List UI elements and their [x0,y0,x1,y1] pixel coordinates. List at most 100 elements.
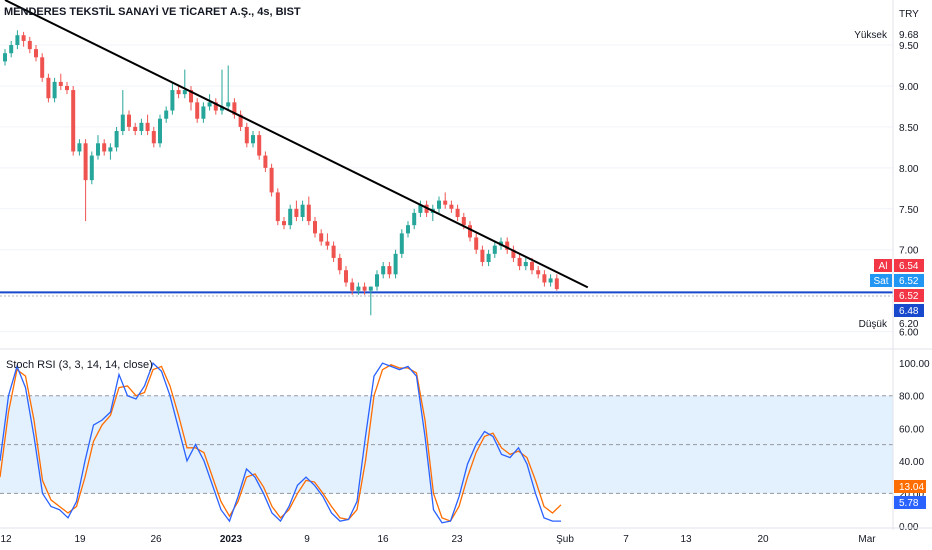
candle-body [71,90,76,152]
candle-body [337,257,342,271]
candle-body [486,253,491,263]
trend-line[interactable] [4,0,589,289]
d-value-tag [894,480,926,493]
candle-body [52,81,57,99]
candle-body [282,221,286,226]
candle-body [83,143,88,181]
indicator-tick-label: 60.00 [899,424,924,435]
time-tick-label: Şub [556,534,574,545]
candle-body [27,40,32,50]
price-tick-labels: 9.50 9.00 8.50 8.00 7.50 7.00 6.00 [899,41,919,339]
candle-body [294,208,299,217]
price-tick-label: 8.50 [899,123,919,134]
chart-title: MENDERES TEKSTİL SANAYİ VE TİCARET A.Ş.,… [4,6,301,18]
candle-body [120,114,125,132]
candle-body [139,122,144,132]
candle-body [319,233,324,242]
candle-body [108,147,113,152]
candle-body [89,155,94,181]
candle-body [325,241,330,246]
candle-body [127,114,131,127]
indicator-title: Stoch RSI (3, 3, 14, 14, close) [6,359,153,371]
candle-body [480,249,485,263]
candle-body [220,106,224,111]
support-price-value: 6.48 [899,306,919,317]
low-label: Düşük [859,319,888,330]
candle-body [145,122,150,132]
candle-body [387,266,392,275]
candle-body [381,266,386,275]
candle-body [412,212,417,226]
candle-body [275,192,280,222]
price-tick-label: 6.00 [899,328,919,339]
candle-body [399,233,404,254]
time-tick-label: 19 [74,534,86,545]
candle-body [306,204,311,222]
time-tick-label: 16 [377,534,389,545]
time-tick-label: 13 [680,534,692,545]
price-tick-label: 7.50 [899,205,919,216]
time-tick-label: Mar [858,534,876,545]
candle-body [530,262,534,271]
stoch-k-line [0,361,561,524]
bid-label: Sat [873,276,888,287]
indicator-pane[interactable] [0,361,893,524]
last-price-value: 6.52 [899,291,919,302]
candle-body [536,270,541,275]
candle-body [313,221,317,234]
candle-body [461,216,466,226]
candle-body [151,131,156,144]
candle-body [505,241,510,250]
candle-body [393,253,398,275]
candle-body [511,249,516,258]
candle-body [9,45,14,54]
candle-body [517,257,522,267]
time-tick-label: 23 [451,534,463,545]
candle-body [288,208,293,226]
candle-body [244,126,249,144]
candle-body [269,167,274,193]
candle-body [15,35,20,46]
candle-body [368,286,373,291]
bid-value-bg [894,274,924,287]
candle-body [102,143,107,152]
candle-body [195,102,200,119]
time-tick-label: 7 [623,534,629,545]
time-tick-label: 12 [0,534,12,545]
candle-body [468,225,472,238]
high-label: Yüksek [854,30,888,41]
candle-body [238,114,243,127]
indicator-tick-label: 20.00 [899,489,924,500]
candle-body [226,102,231,107]
candle-body [96,143,100,156]
low-value: 6.20 [899,319,919,330]
time-tick-labels: 12 19 26 2023 9 16 23 Şub 7 13 20 Mar [0,534,876,545]
candle-body [548,278,553,283]
last-price-tag [894,289,924,302]
candle-body [176,90,181,95]
currency-label: TRY [899,9,919,20]
candle-body [523,262,528,267]
candle-body [455,208,460,217]
candle-body [474,237,479,250]
candle-body [213,102,218,111]
time-axis[interactable]: 12 19 26 2023 9 16 23 Şub 7 13 20 Mar [0,527,932,545]
d-value: 13.04 [899,482,924,493]
price-pane[interactable] [0,0,893,333]
price-tick-label: 9.00 [899,82,919,93]
time-tick-label: 9 [304,534,310,545]
candle-body [170,90,175,111]
candle-body [443,200,448,205]
candle-body [437,200,441,209]
candle-body [34,49,38,58]
candlestick-series [3,30,559,316]
candle-body [21,35,26,41]
ask-value: 6.54 [899,261,919,272]
stoch-d-line [0,364,562,522]
candle-body [300,204,305,217]
candle-body [375,274,379,287]
candle-body [158,118,162,144]
candle-body [40,57,45,78]
ask-tag-bg [874,259,892,272]
